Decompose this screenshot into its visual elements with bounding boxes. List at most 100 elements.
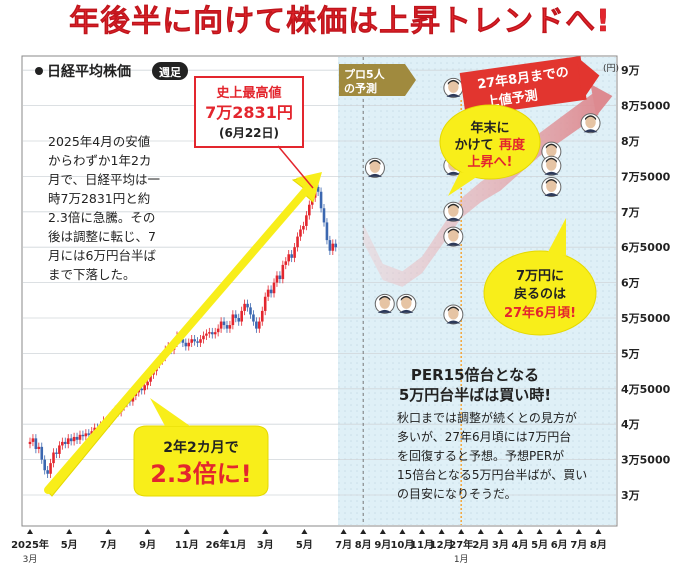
candle-body: [281, 264, 285, 280]
candle-body: [293, 247, 296, 258]
forecast-callout: 27年8月までの 上値予測: [459, 55, 600, 117]
candle-body: [187, 342, 191, 347]
y-axis: 3万 3万5000 4万 4万5000 5万 5万5000 6万 6万5000 7万 7万5000…: [621, 64, 671, 502]
ath-value: 7万2831円: [205, 103, 293, 122]
recover-callout-line3: 27年6月頃!: [504, 305, 576, 321]
candle-body: [331, 243, 335, 251]
y-tick-label: 7万5000: [621, 170, 671, 183]
candle-body: [208, 332, 211, 334]
candle-body: [28, 441, 32, 445]
candle-body: [37, 446, 41, 449]
candle-body: [266, 289, 270, 297]
candle-body: [275, 275, 279, 283]
candle-body: [140, 388, 144, 391]
candle-body: [246, 303, 249, 308]
candle-body: [93, 427, 96, 432]
growth-callout: 2年2カ月で 2.3倍に!: [133, 398, 269, 497]
candle-body: [78, 434, 82, 440]
ath-callout: 史上最高値 7万2831円 (6月22日): [194, 76, 314, 189]
x-tick-marker: [419, 529, 425, 534]
candle-body: [81, 434, 85, 437]
x-tick-label: 7月: [100, 539, 117, 551]
candle-body: [149, 374, 152, 382]
x-tick-label: 9月: [139, 539, 156, 551]
candle-body: [269, 289, 273, 294]
x-tick-sublabel: 3月: [23, 554, 38, 565]
chart-title-text: 日経平均株価: [47, 63, 131, 80]
x-tick-label: 10月: [390, 539, 414, 551]
candle-body: [55, 452, 58, 454]
x-tick-label: 5月: [531, 539, 548, 551]
candle-body: [296, 236, 299, 248]
y-tick-label: 5万5000: [621, 312, 671, 325]
per-note: PER15倍台となる 5万円台半ばは買い時! 秋口までは調整が続くとの見方が多い…: [397, 366, 587, 501]
candle-body: [234, 314, 238, 318]
x-tick-label: 5月: [61, 539, 78, 551]
x-tick-label: 12月: [430, 539, 454, 551]
x-tick-label: 9月: [374, 539, 391, 551]
x-tick-marker: [556, 529, 563, 534]
y-tick-label: 3万: [621, 489, 640, 502]
growth-callout-line2: 2.3倍に!: [150, 460, 251, 488]
x-tick-marker: [27, 529, 33, 534]
candle-body: [328, 240, 332, 251]
x-tick-marker: [536, 529, 543, 534]
per-note-title1: PER15倍台となる: [411, 366, 539, 384]
x-tick-label: 7月: [335, 539, 352, 551]
candle-body: [52, 452, 55, 464]
x-tick-label: 27年: [449, 538, 473, 551]
x-tick-label: 2025年: [11, 538, 49, 551]
intro-line: まで下落した。: [48, 267, 136, 282]
candle-body: [263, 296, 267, 311]
candle-body: [216, 328, 220, 333]
candle-body: [72, 436, 76, 442]
candle-body: [316, 187, 320, 192]
yearend-callout-line2b: 再度: [499, 137, 526, 153]
x-tick-marker: [360, 529, 367, 534]
candle-body: [225, 325, 229, 329]
forecast-label-line1: プロ5人: [344, 67, 386, 81]
x-tick-marker: [262, 529, 269, 534]
candle-body: [228, 325, 232, 329]
x-tick-label: 26年1月: [206, 538, 247, 551]
candle-body: [202, 335, 205, 340]
candle-body: [213, 332, 217, 335]
candle-body: [305, 215, 308, 226]
candle-body: [184, 342, 188, 347]
forecast-label-banner: プロ5人 の予測: [339, 64, 416, 96]
chart-title: 日経平均株価 週足: [35, 62, 188, 80]
forecaster-avatar-3: [443, 77, 464, 98]
forecaster-avatars: [364, 77, 601, 325]
forecaster-avatar-2: [396, 293, 417, 314]
x-tick-label: 11月: [175, 539, 199, 551]
x-tick-marker: [223, 529, 229, 534]
x-tick-label: 8月: [355, 539, 372, 551]
candle-body: [219, 321, 223, 329]
x-tick-label: 4月: [512, 539, 529, 551]
candle-body: [249, 307, 252, 315]
forecaster-avatar-0: [364, 157, 385, 178]
x-tick-marker: [183, 529, 190, 534]
yearend-callout-line3: 上昇へ!: [468, 155, 513, 170]
candle-body: [69, 438, 73, 442]
y-tick-label: 4万5000: [621, 383, 671, 396]
forecaster-avatar-5: [443, 201, 464, 222]
candle-body: [43, 459, 46, 471]
intro-line: 月には6万円台半ば: [48, 248, 156, 263]
x-tick-label: 6月: [551, 539, 568, 551]
candle-body: [278, 275, 282, 280]
candle-body: [87, 433, 91, 435]
x-tick-marker: [595, 529, 602, 534]
candle-body: [31, 438, 35, 442]
candle-body: [40, 446, 44, 460]
candle-body: [284, 261, 288, 265]
x-tick-marker: [399, 529, 406, 534]
candle-body: [252, 314, 255, 322]
x-tick-marker: [379, 529, 386, 534]
yearend-callout: 年末に かけて 再度 上昇へ!: [439, 104, 541, 196]
intro-line: 2025年4月の安値: [48, 134, 150, 149]
candle-body: [46, 470, 49, 474]
candle-body: [325, 222, 329, 241]
